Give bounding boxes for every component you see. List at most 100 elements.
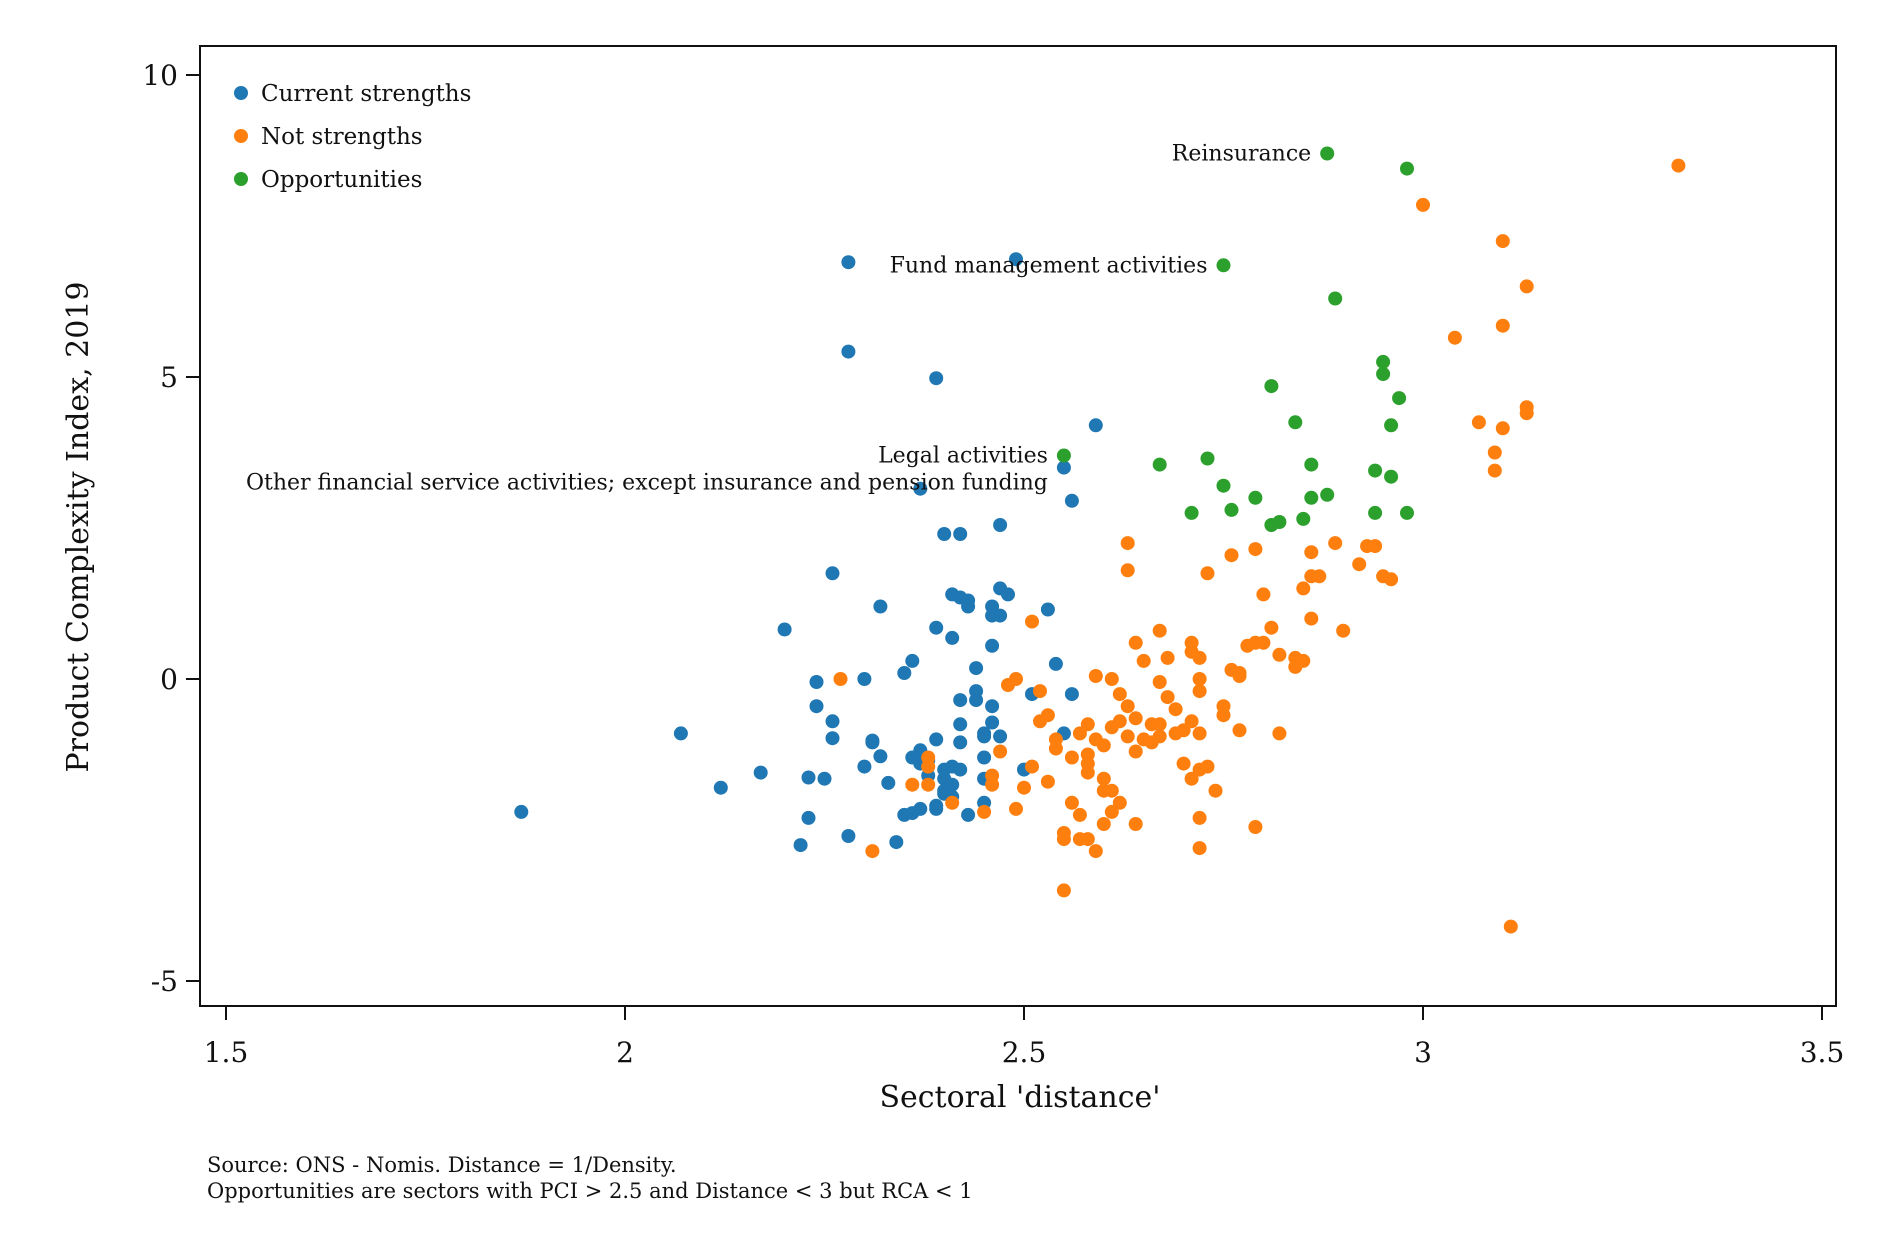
point-not-strengths bbox=[1080, 747, 1095, 762]
annotation-label: Legal activities bbox=[878, 444, 1048, 469]
point-not-strengths bbox=[1192, 726, 1207, 741]
point-opportunities bbox=[1392, 391, 1407, 406]
point-current-strengths bbox=[1064, 493, 1079, 508]
point-current-strengths bbox=[929, 801, 944, 816]
point-not-strengths bbox=[1208, 783, 1223, 798]
data-points bbox=[514, 146, 1686, 934]
point-current-strengths bbox=[514, 804, 529, 819]
point-opportunities bbox=[1384, 469, 1399, 484]
point-not-strengths bbox=[1272, 647, 1287, 662]
point-not-strengths bbox=[1495, 318, 1510, 333]
point-opportunities bbox=[1216, 478, 1231, 493]
legend: Current strengths Not strengths Opportunit… bbox=[234, 81, 471, 193]
point-not-strengths bbox=[921, 759, 936, 774]
legend-marker bbox=[234, 86, 248, 100]
point-not-strengths bbox=[833, 672, 848, 686]
point-not-strengths bbox=[1096, 771, 1111, 786]
legend-marker bbox=[234, 172, 248, 186]
point-current-strengths bbox=[825, 714, 840, 729]
point-not-strengths bbox=[1080, 717, 1095, 732]
point-not-strengths bbox=[1495, 234, 1510, 249]
point-current-strengths bbox=[817, 771, 832, 786]
x-tick-label: 1.5 bbox=[204, 1036, 249, 1069]
point-opportunities bbox=[1384, 418, 1399, 433]
point-not-strengths bbox=[1104, 783, 1119, 798]
y-tick-label: 5 bbox=[160, 361, 178, 394]
point-current-strengths bbox=[1056, 460, 1071, 475]
point-not-strengths bbox=[1224, 548, 1239, 563]
point-current-strengths bbox=[857, 759, 872, 774]
point-not-strengths bbox=[1232, 723, 1247, 738]
point-current-strengths bbox=[993, 518, 1008, 532]
opportunities-note: Opportunities are sectors with PCI > 2.5… bbox=[207, 1179, 973, 1203]
point-not-strengths bbox=[1040, 708, 1055, 723]
point-not-strengths bbox=[921, 777, 936, 792]
point-current-strengths bbox=[985, 638, 1000, 653]
x-tick-label: 2 bbox=[616, 1036, 634, 1069]
point-not-strengths bbox=[1384, 572, 1399, 587]
point-not-strengths bbox=[1152, 623, 1167, 638]
point-not-strengths bbox=[977, 804, 992, 819]
point-not-strengths bbox=[1176, 723, 1191, 738]
point-not-strengths bbox=[1304, 545, 1319, 560]
point-opportunities bbox=[1304, 490, 1319, 505]
point-not-strengths bbox=[1495, 421, 1510, 436]
point-current-strengths bbox=[865, 735, 880, 750]
point-current-strengths bbox=[913, 801, 928, 816]
point-opportunities bbox=[1400, 505, 1414, 520]
point-current-strengths bbox=[937, 527, 952, 541]
point-not-strengths bbox=[1160, 690, 1175, 705]
point-current-strengths bbox=[905, 653, 920, 668]
point-current-strengths bbox=[977, 750, 992, 765]
point-current-strengths bbox=[857, 672, 872, 686]
point-not-strengths bbox=[1120, 563, 1135, 578]
point-not-strengths bbox=[1128, 711, 1143, 726]
point-not-strengths bbox=[1040, 774, 1055, 789]
point-not-strengths bbox=[1487, 445, 1502, 460]
point-current-strengths bbox=[873, 749, 888, 764]
point-current-strengths bbox=[953, 527, 968, 541]
point-current-strengths bbox=[985, 715, 1000, 730]
point-not-strengths bbox=[1368, 539, 1383, 554]
point-not-strengths bbox=[1009, 672, 1023, 686]
point-current-strengths bbox=[1001, 587, 1015, 602]
point-current-strengths bbox=[841, 344, 856, 359]
point-not-strengths bbox=[1232, 666, 1247, 680]
point-not-strengths bbox=[1088, 844, 1103, 859]
point-opportunities bbox=[1376, 354, 1391, 369]
point-not-strengths bbox=[1264, 620, 1279, 635]
point-not-strengths bbox=[1048, 741, 1063, 756]
point-not-strengths bbox=[1296, 581, 1311, 596]
point-not-strengths bbox=[1200, 566, 1215, 581]
point-opportunities bbox=[1288, 415, 1303, 430]
point-current-strengths bbox=[929, 732, 944, 747]
point-current-strengths bbox=[777, 622, 792, 637]
point-opportunities bbox=[1304, 457, 1319, 472]
point-opportunities bbox=[1216, 258, 1231, 273]
point-not-strengths bbox=[1503, 919, 1518, 934]
point-not-strengths bbox=[945, 795, 960, 810]
point-not-strengths bbox=[1056, 832, 1071, 847]
x-tick-label: 3 bbox=[1414, 1036, 1432, 1069]
point-current-strengths bbox=[953, 693, 968, 708]
point-not-strengths bbox=[905, 777, 920, 792]
point-current-strengths bbox=[961, 807, 976, 822]
point-not-strengths bbox=[1192, 841, 1207, 856]
point-not-strengths bbox=[1471, 415, 1486, 430]
annotation-label: Other financial service activities; exce… bbox=[246, 471, 1048, 496]
point-not-strengths bbox=[1128, 817, 1143, 831]
point-current-strengths bbox=[809, 699, 824, 714]
point-not-strengths bbox=[1120, 699, 1135, 714]
point-not-strengths bbox=[1192, 684, 1207, 699]
point-current-strengths bbox=[977, 729, 992, 744]
point-opportunities bbox=[1368, 463, 1383, 478]
point-current-strengths bbox=[873, 599, 888, 614]
annotation-label: Reinsurance bbox=[1172, 142, 1311, 167]
point-opportunities bbox=[1400, 161, 1414, 176]
point-not-strengths bbox=[1112, 714, 1127, 729]
y-axis: -5 0 5 10 bbox=[142, 59, 201, 998]
point-current-strengths bbox=[809, 675, 824, 689]
point-not-strengths bbox=[1192, 810, 1207, 825]
point-current-strengths bbox=[1009, 252, 1023, 267]
